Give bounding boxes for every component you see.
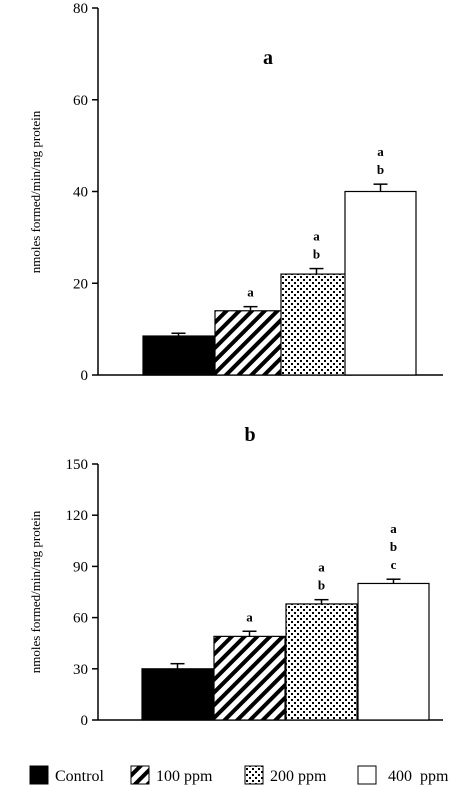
chart-b-significance-label: b [390, 539, 397, 554]
legend: Control 100 ppm 200 ppm 400 ppm [29, 765, 449, 785]
chart-b-significance-label: a [390, 521, 397, 536]
chart-b-bar-100ppm [213, 635, 286, 721]
chart-b-y-tick-label: 0 [81, 713, 89, 729]
legend-label-200ppm: 200 ppm [270, 768, 327, 785]
chart-b-y-axis-label: nmoles formed/min/mg protein [28, 510, 43, 673]
chart-a-bar-400ppm [344, 190, 417, 376]
chart-a-y-axis-label: nmoles formed/min/mg protein [28, 110, 43, 273]
chart-b-bar-400ppm [357, 582, 430, 721]
chart-a-y-tick-label: 60 [73, 93, 88, 109]
legend-label-400ppm: 400 ppm [388, 768, 449, 785]
chart-a-significance-label: b [377, 162, 384, 177]
chart-b-y-tick-label: 60 [73, 611, 88, 627]
chart-b-significance-label: a [246, 609, 253, 624]
legend-swatch-control [29, 765, 49, 785]
legend-swatch-100ppm [130, 765, 150, 785]
chart-a-significance-label: a [377, 144, 384, 159]
chart-b-title: b [244, 424, 255, 446]
chart-a-bar-control [142, 335, 215, 376]
chart-a-title: a [263, 47, 273, 69]
chart-b-significance-label: a [318, 560, 325, 575]
chart-b-y-tick-label: 120 [66, 508, 89, 524]
chart-a-y-tick-label: 40 [73, 185, 88, 201]
chart-b-y-tick-label: 150 [66, 457, 89, 473]
chart-panel-a: a nmoles formed/min/mg protein 0 20 40 60 80… [28, 1, 443, 384]
legend-label-control: Control [55, 768, 104, 785]
chart-a-significance-label: a [247, 285, 254, 300]
chart-a-y-tick-label: 20 [73, 276, 88, 292]
chart-a-bar-100ppm [214, 310, 287, 376]
chart-panel-b: b nmoles formed/min/mg protein 0 30 60 90 12… [28, 424, 443, 729]
chart-b-y-tick-label: 90 [73, 559, 88, 575]
chart-a-significance-label: b [313, 247, 320, 262]
legend-swatch-400ppm [357, 765, 377, 785]
legend-swatch-200ppm [244, 765, 264, 785]
chart-b-bar-control [141, 668, 214, 721]
chart-b-y-tick-label: 30 [73, 662, 88, 678]
chart-a-significance-label: a [313, 229, 320, 244]
chart-b-significance-label: c [391, 557, 397, 572]
chart-a-y-tick-label: 80 [73, 1, 88, 17]
chart-b-bar-200ppm [285, 603, 358, 721]
chart-a-y-tick-label: 0 [81, 368, 89, 384]
chart-b-significance-label: b [318, 578, 325, 593]
chart-a-bar-200ppm [280, 273, 353, 376]
legend-label-100ppm: 100 ppm [156, 768, 213, 785]
